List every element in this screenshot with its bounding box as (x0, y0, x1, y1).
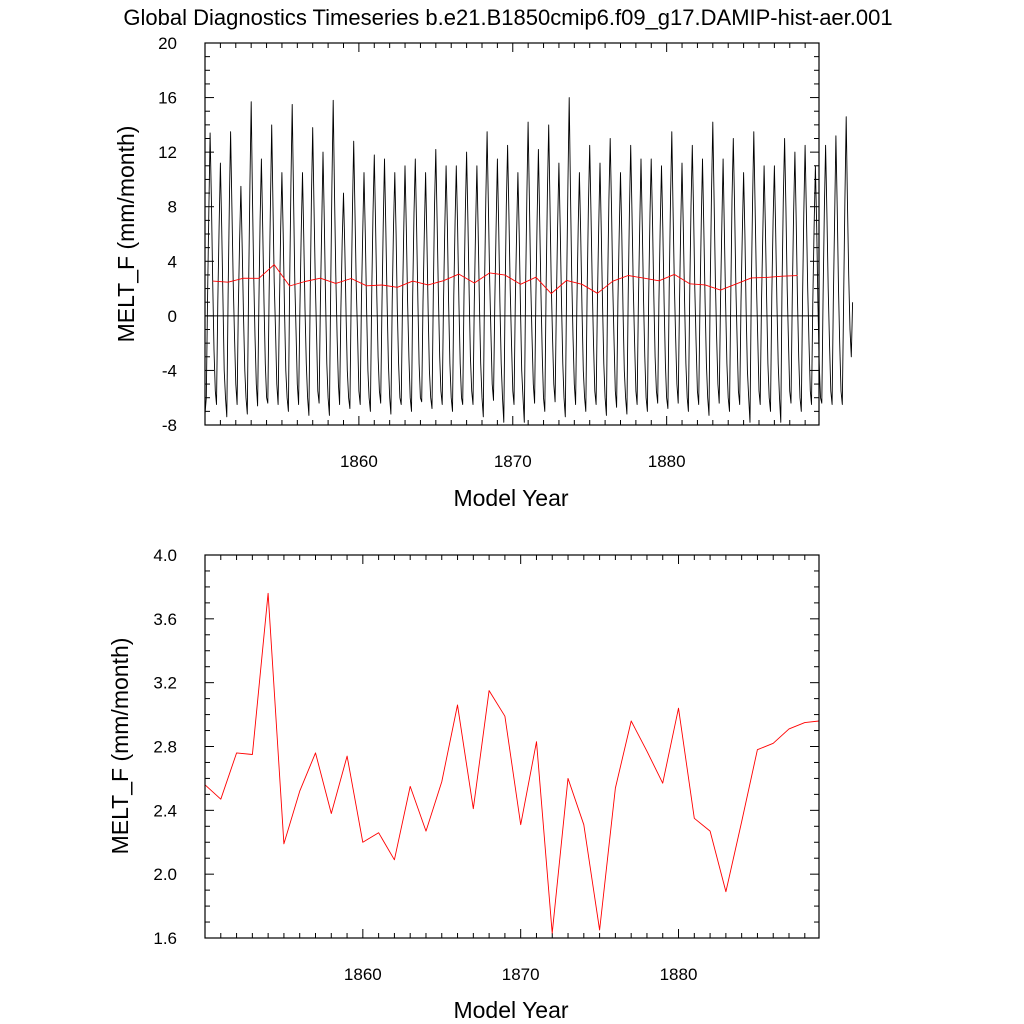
top-x-tick-label: 1870 (494, 452, 532, 471)
top-plot-frame (204, 42, 820, 426)
top-y-tick-label: 12 (158, 143, 177, 162)
top-x-axis-label: Model Year (453, 485, 568, 511)
bottom-x-axis-label: Model Year (453, 997, 568, 1023)
top-y-tick-label: 16 (158, 89, 177, 108)
top-y-tick-label: 4 (168, 252, 177, 271)
bottom-panel: Model Year MELT_F (mm/month) 1860 1870 188… (107, 546, 820, 1023)
top-monthly-series-line (204, 97, 854, 423)
top-x-tick-label: 1880 (648, 452, 686, 471)
bottom-y-tick-label: 2.4 (153, 801, 177, 820)
bottom-y-tick-label: 2.0 (153, 865, 177, 884)
bottom-annual-mean-series-line (204, 592, 820, 934)
figure-title: Global Diagnostics Timeseries b.e21.B185… (123, 5, 892, 30)
bottom-y-tick-label: 1.6 (153, 929, 177, 948)
bottom-x-tick-label: 1880 (660, 965, 698, 984)
top-y-tick-label: 20 (158, 34, 177, 53)
bottom-y-tick-label: 3.6 (153, 610, 177, 629)
bottom-y-tick-label: 3.2 (153, 674, 177, 693)
top-annual-mean-series-line (212, 264, 798, 295)
top-panel: Model Year MELT_F (mm/month) 1860 1870 188… (113, 34, 854, 511)
bottom-x-tick-label: 1870 (502, 965, 540, 984)
bottom-x-tick-label: 1860 (344, 965, 382, 984)
top-y-tick-label: -8 (162, 416, 177, 435)
bottom-y-tick-label: 4.0 (153, 546, 177, 565)
bottom-y-tick-label: 2.8 (153, 738, 177, 757)
top-y-tick-label: 8 (168, 198, 177, 217)
top-y-tick-label: 0 (168, 307, 177, 326)
top-y-tick-label: -4 (162, 361, 177, 380)
top-y-axis-label: MELT_F (mm/month) (113, 126, 139, 343)
bottom-y-axis-label: MELT_F (mm/month) (107, 638, 133, 855)
top-x-tick-label: 1860 (340, 452, 378, 471)
bottom-plot-frame (204, 554, 820, 939)
